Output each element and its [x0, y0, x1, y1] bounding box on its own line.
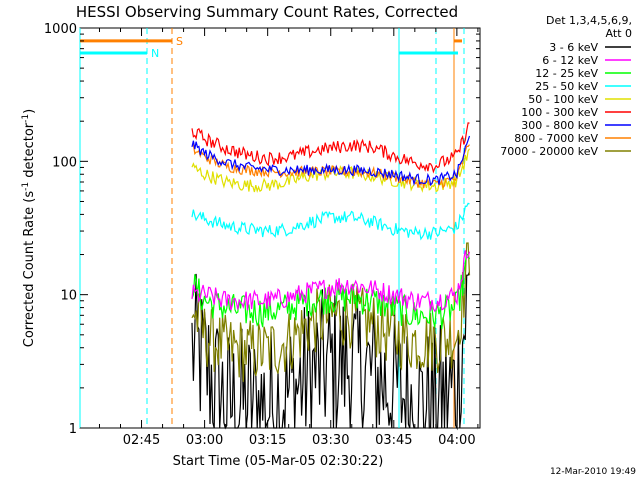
flag-label: N: [151, 47, 159, 60]
series-layer: [191, 122, 471, 431]
mode-lines: [79, 28, 465, 428]
series-line: [191, 143, 470, 189]
x-tick-label: 02:45: [123, 433, 160, 448]
x-tick-label: 03:30: [312, 433, 349, 448]
legend-label: 25 - 50 keV: [535, 80, 598, 93]
y-tick-label: 10: [60, 289, 77, 304]
x-axis: 02:45 03:00 03:15 03:30 03:45 04:00: [98, 28, 479, 448]
y-tick-label: 1000: [44, 22, 77, 37]
legend-label: 6 - 12 keV: [542, 54, 598, 67]
series-line: [191, 135, 471, 187]
x-tick-label: 03:45: [375, 433, 412, 448]
legend-label: 800 - 7000 keV: [514, 132, 598, 145]
flag-label: S: [176, 35, 183, 48]
x-tick-label: 03:00: [186, 433, 223, 448]
series-line: [191, 202, 470, 241]
legend-label: 100 - 300 keV: [521, 106, 598, 119]
footer-timestamp: 12-Mar-2010 19:49: [550, 467, 636, 477]
series-line: [191, 271, 471, 431]
y-axis-label: Corrected Count Rate (s-1 detector-1): [21, 109, 37, 347]
legend-label: 300 - 800 keV: [521, 119, 598, 132]
x-tick-label: 04:00: [438, 433, 475, 448]
y-tick-label: 100: [52, 155, 77, 170]
y-tick-label: 1: [69, 422, 77, 437]
chart-title: HESSI Observing Summary Count Rates, Cor…: [76, 3, 458, 21]
y-axis: 1 10 100 1000: [44, 22, 480, 437]
legend-header-line-2: Att 0: [606, 27, 632, 40]
x-tick-label: 03:15: [249, 433, 286, 448]
series-line: [191, 122, 470, 174]
legend-label: 7000 - 20000 keV: [500, 145, 598, 158]
legend-label: 12 - 25 keV: [535, 67, 598, 80]
legend-label: 3 - 6 keV: [549, 41, 598, 54]
series-line: [191, 250, 471, 313]
flag-lines: SN: [80, 35, 462, 60]
x-axis-label: Start Time (05-Mar-05 02:30:22): [173, 454, 384, 469]
legend-label: 50 - 100 keV: [528, 93, 598, 106]
legend-header-line-1: Det 1,3,4,5,6,9,: [546, 14, 632, 27]
